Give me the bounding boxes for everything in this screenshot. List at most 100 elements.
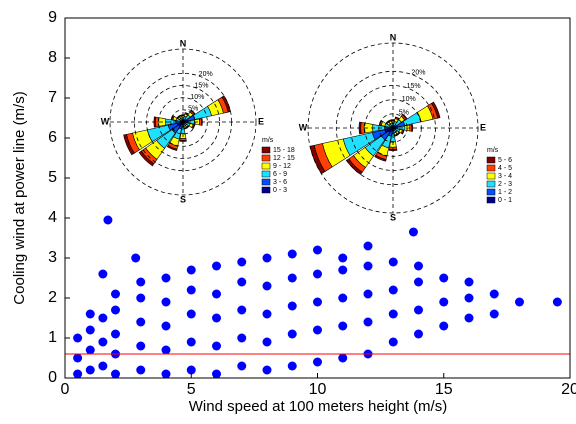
point [515, 297, 524, 307]
wind-rose: 5% 10% 15% 20% N E S Wm/s 0 - 11 - 22 - 33 - 44 … [299, 32, 512, 222]
point [98, 361, 108, 371]
direction-label: N [180, 38, 187, 48]
point [212, 261, 221, 271]
direction-label: S [180, 194, 186, 204]
point [464, 293, 474, 303]
point [363, 317, 373, 327]
legend-title: m/s [487, 147, 499, 154]
rose-segment [388, 119, 392, 122]
y-axis-title: Cooling wind at power line (m/s) [11, 91, 28, 304]
legend-label: 0 - 1 [498, 197, 512, 204]
point [161, 345, 171, 355]
point [338, 353, 348, 363]
point [186, 309, 196, 319]
y-tick-label: 2 [48, 289, 57, 306]
rose-segment [391, 119, 395, 121]
point [136, 293, 146, 303]
rose-segment [394, 116, 400, 120]
legend-label: 12 - 15 [273, 155, 295, 162]
rose-ring-label: 20% [411, 70, 425, 77]
legend-swatch [486, 172, 496, 180]
legend-label: 4 - 5 [498, 165, 512, 172]
point [439, 273, 449, 283]
rose-segment [397, 132, 401, 136]
rose-ring [158, 97, 208, 147]
point [186, 337, 196, 347]
x-tick-label: 20 [561, 381, 576, 398]
point [262, 281, 272, 291]
point [262, 337, 272, 347]
legend-swatch [486, 188, 496, 196]
rose-segment [374, 154, 387, 162]
legend-label: 15 - 18 [273, 147, 295, 154]
point [85, 345, 95, 355]
rose-ring-label: 10% [190, 94, 204, 101]
point [85, 309, 95, 319]
rose-segment [123, 134, 135, 156]
legend-swatch [486, 180, 496, 188]
point [313, 357, 322, 367]
scatter-points [73, 215, 562, 379]
point [388, 309, 398, 319]
y-tick-label: 4 [48, 209, 57, 226]
point [363, 241, 373, 251]
rose-segment [138, 150, 155, 167]
point [388, 285, 398, 295]
point [388, 337, 398, 347]
point [136, 277, 146, 287]
point [262, 309, 272, 319]
legend-label: 2 - 3 [498, 181, 512, 188]
point [262, 253, 272, 263]
point [237, 277, 247, 287]
rose-ring-label: 15% [195, 83, 209, 90]
y-tick-label: 3 [48, 249, 57, 266]
point [73, 353, 83, 363]
point [414, 261, 423, 271]
legend-label: 5 - 6 [498, 157, 512, 164]
point [73, 333, 83, 343]
point [237, 333, 247, 343]
direction-label: S [390, 212, 396, 222]
rose-segment [411, 124, 414, 132]
point [338, 321, 348, 331]
direction-label: E [480, 122, 486, 132]
point [338, 253, 348, 263]
point [161, 273, 171, 283]
point [313, 325, 322, 335]
point [98, 269, 108, 279]
y-tick-label: 7 [48, 89, 57, 106]
legend-swatch [486, 164, 496, 172]
point [439, 297, 449, 307]
direction-label: N [390, 32, 397, 42]
rose-segment [184, 112, 189, 115]
point [111, 369, 120, 379]
rose-segment [401, 129, 405, 135]
point [103, 215, 113, 225]
point [287, 301, 297, 311]
point [98, 337, 108, 347]
y-tick-label: 0 [48, 369, 57, 386]
direction-label: W [101, 116, 110, 126]
point [414, 277, 423, 287]
point [287, 249, 297, 259]
x-axis-title: Wind speed at 100 meters height (m/s) [189, 398, 447, 415]
point [338, 265, 348, 275]
legend-label: 6 - 9 [273, 171, 287, 178]
point [363, 261, 373, 271]
point [287, 329, 297, 339]
legend-swatch [261, 178, 271, 186]
point [313, 269, 322, 279]
point [131, 253, 141, 263]
point [313, 245, 322, 255]
point [212, 369, 221, 379]
point [161, 321, 171, 331]
point [136, 365, 146, 375]
point [186, 265, 196, 275]
point [237, 361, 247, 371]
legend-swatch [261, 170, 271, 178]
point [136, 317, 146, 327]
x-tick-label: 0 [61, 381, 70, 398]
point [338, 293, 348, 303]
rose-segment [401, 113, 408, 120]
